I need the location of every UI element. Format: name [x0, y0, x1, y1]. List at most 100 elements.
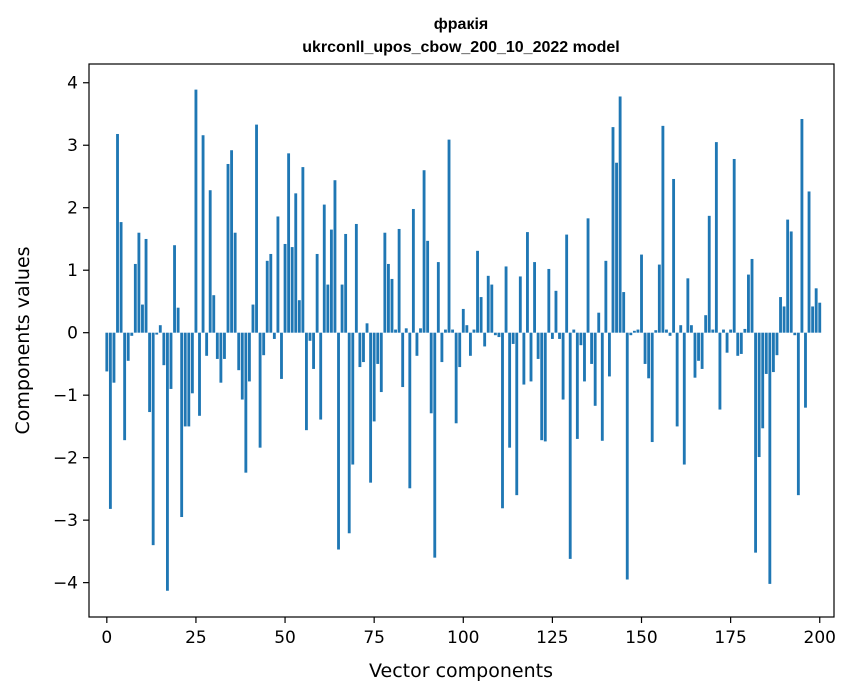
- bar-75: [372, 332, 376, 422]
- bar-193: [793, 332, 797, 336]
- bar-178: [739, 332, 743, 354]
- bar-147: [629, 332, 633, 336]
- bar-177: [736, 332, 740, 356]
- x-tick-label: 100: [447, 628, 479, 648]
- bar-38: [240, 332, 244, 400]
- bar-135: [586, 218, 590, 333]
- bar-134: [583, 332, 586, 382]
- bar-34: [226, 163, 230, 333]
- x-tick-label: 200: [804, 628, 836, 648]
- bar-35: [230, 150, 234, 333]
- bar-137: [593, 332, 597, 406]
- bar-73: [365, 323, 369, 333]
- bar-33: [223, 332, 226, 359]
- bar-111: [501, 332, 504, 509]
- bar-58: [312, 332, 315, 369]
- bar-31: [215, 332, 219, 359]
- bar-122: [540, 332, 544, 441]
- chart-subtitle: ukrconll_upos_cbow_200_10_2022 model: [302, 39, 619, 56]
- bar-82: [397, 228, 401, 333]
- bar-196: [804, 332, 807, 408]
- bar-144: [618, 96, 622, 333]
- bar-83: [401, 332, 405, 388]
- bar-45: [265, 260, 269, 333]
- bar-6: [126, 332, 130, 361]
- bar-171: [714, 142, 718, 333]
- bar-170: [711, 329, 715, 333]
- bar-101: [465, 325, 469, 333]
- bar-168: [704, 315, 708, 333]
- bar-47: [272, 332, 276, 339]
- bar-32: [219, 332, 223, 383]
- x-tick-label: 75: [363, 628, 385, 648]
- y-axis-ticks: −4 −3 −2 −1 0 1 2 3 4: [53, 74, 89, 594]
- bar-21: [180, 332, 184, 518]
- bar-125: [550, 332, 554, 339]
- bar-66: [340, 284, 344, 333]
- bar-114: [511, 332, 515, 344]
- bar-120: [533, 262, 536, 333]
- bar-63: [329, 229, 333, 333]
- bar-95: [444, 329, 447, 333]
- bar-143: [615, 162, 618, 333]
- bar-158: [668, 332, 672, 336]
- bar-132: [575, 332, 579, 439]
- bar-128: [561, 332, 565, 400]
- bar-146: [625, 332, 629, 580]
- bar-99: [458, 332, 462, 368]
- bar-42: [255, 124, 258, 333]
- bar-76: [376, 332, 380, 364]
- x-axis-ticks: 0 25 50 75 100 125 150 175 200: [101, 617, 836, 648]
- bar-39: [244, 332, 248, 473]
- bar-167: [700, 332, 704, 369]
- bar-182: [754, 332, 757, 553]
- bar-12: [148, 332, 152, 413]
- bar-175: [729, 329, 733, 333]
- x-axis-label: Vector components: [369, 660, 553, 682]
- bar-141: [608, 332, 611, 377]
- bar-79: [387, 263, 390, 333]
- bar-56: [305, 332, 308, 431]
- bar-169: [707, 215, 711, 333]
- bar-30: [212, 295, 216, 333]
- bars-group: [105, 89, 822, 591]
- bar-53: [294, 193, 298, 333]
- bar-192: [789, 231, 793, 333]
- bar-113: [508, 332, 512, 448]
- bar-138: [597, 312, 601, 333]
- bar-72: [362, 332, 365, 363]
- bar-173: [722, 329, 725, 333]
- bar-150: [640, 254, 643, 333]
- bar-14: [155, 332, 159, 335]
- bar-8: [133, 263, 137, 333]
- bar-148: [632, 330, 636, 333]
- bar-93: [436, 262, 440, 333]
- bar-184: [761, 332, 765, 429]
- bar-84: [404, 328, 408, 333]
- bar-108: [490, 284, 494, 333]
- bar-44: [262, 332, 266, 356]
- bar-28: [205, 332, 209, 356]
- bar-94: [440, 332, 444, 363]
- bar-103: [472, 329, 476, 333]
- y-tick-label: 1: [67, 261, 78, 281]
- bar-110: [497, 332, 501, 338]
- bar-174: [725, 332, 729, 353]
- bar-24: [190, 332, 194, 394]
- bar-105: [479, 297, 483, 333]
- bar-55: [301, 167, 305, 333]
- bar-157: [665, 329, 668, 333]
- bar-189: [779, 297, 782, 333]
- bar-109: [493, 332, 497, 336]
- bar-19: [173, 245, 176, 333]
- bar-161: [679, 325, 683, 333]
- bar-2: [112, 332, 116, 383]
- y-tick-label: −4: [53, 574, 78, 594]
- bar-153: [650, 332, 654, 443]
- bar-107: [486, 275, 490, 333]
- bar-74: [369, 332, 373, 483]
- bar-199: [814, 288, 818, 333]
- bar-166: [697, 332, 700, 361]
- bar-165: [693, 332, 697, 378]
